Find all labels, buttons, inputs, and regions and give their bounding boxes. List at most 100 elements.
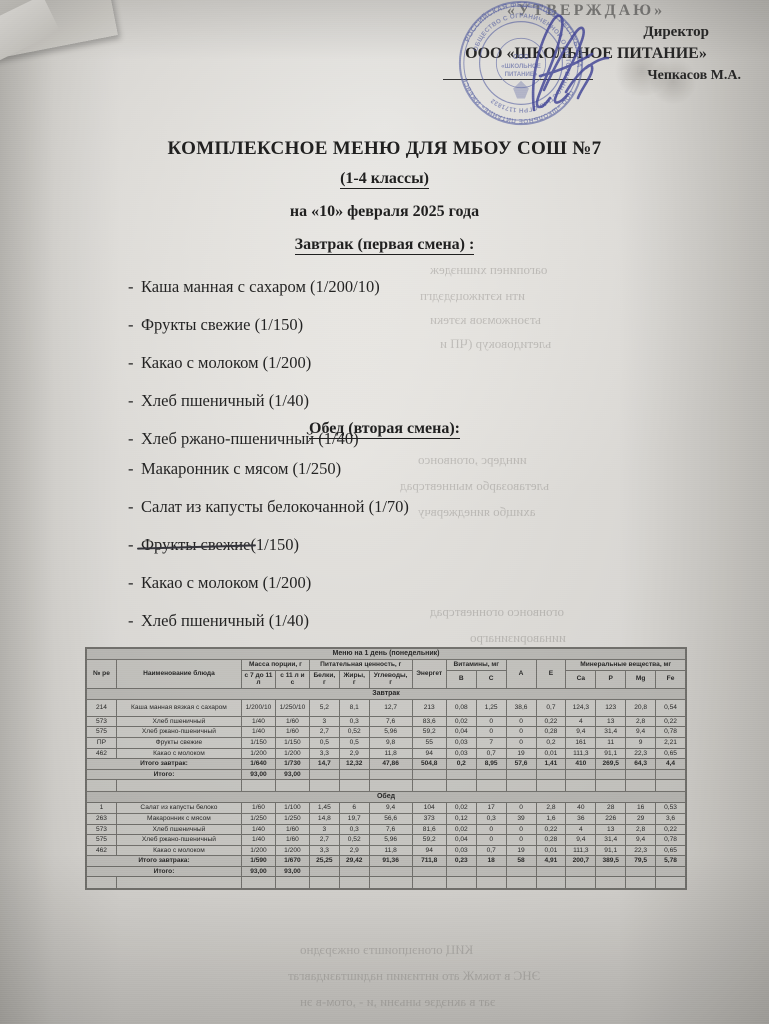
- showthrough-ghost-text: ьлетавозарбо мынневтсрад: [400, 478, 550, 493]
- cell-carbs: 9,8: [368, 737, 413, 749]
- cell-fats: 2,9: [338, 747, 370, 760]
- breakfast-total-row: Итого завтрак: 1/640 1/730 14,7 12,32 47,86 50…: [86, 758, 686, 770]
- th-phosphorus: P: [595, 669, 627, 689]
- cell-empty: [338, 876, 370, 890]
- cell-phosphorus: 269,5: [595, 758, 627, 770]
- cell-recipe-no: 575: [86, 834, 117, 846]
- approval-director-label: Директор: [643, 24, 709, 40]
- cell-dish-name: Хлеб пшеничный: [115, 715, 242, 728]
- cell-mass-7-11: 1/150: [240, 737, 276, 749]
- cell-calcium: 36: [565, 812, 597, 825]
- cell-phosphorus: 226: [595, 812, 627, 825]
- cell-empty: [655, 779, 686, 793]
- cell-magnesium: 20,8: [625, 698, 657, 717]
- th-mass-7-11: с 7 до 11 л: [240, 669, 276, 689]
- cell-empty: [368, 779, 413, 793]
- cell-energy: [411, 865, 447, 878]
- cell-fats: 29,42: [338, 855, 370, 867]
- cell-iron: [655, 865, 686, 878]
- cell-carbs: 91,36: [368, 855, 413, 867]
- th-recipe-no: № ре: [86, 659, 117, 689]
- cell-vitamin-c: 18: [475, 855, 507, 867]
- cell-empty: [411, 876, 447, 890]
- cell-vitamin-b: 0,04: [445, 726, 477, 738]
- cell-fats: [338, 768, 370, 781]
- list-bullet-dash: -: [128, 277, 134, 296]
- menu-item-portion: (1/40): [318, 429, 359, 448]
- lunch-menu-item: - Хлеб пшеничный (1/40): [128, 602, 409, 640]
- cell-vitamin-a: 0: [505, 726, 537, 738]
- breakfast-menu-item: - Какао с молоком (1/200): [128, 344, 380, 382]
- cell-mass-7-11: 1/590: [240, 855, 276, 867]
- cell-iron: 0,22: [655, 823, 686, 836]
- cell-dish-name: Какао с молоком: [115, 844, 242, 857]
- cell-empty: [595, 876, 627, 890]
- th-calcium: Ca: [565, 669, 597, 689]
- cell-vitamin-b: 0,03: [445, 747, 477, 760]
- cell-vitamin-c: 0,3: [475, 812, 507, 825]
- cell-dish-name: Хлеб ржано-пшеничный: [115, 726, 242, 738]
- th-minerals-group: Минеральные вещества, мг: [565, 659, 686, 671]
- menu-item-portion: (1/150): [254, 315, 304, 334]
- cell-vitamin-b: 0,02: [445, 715, 477, 728]
- cell-proteins: 1,45: [308, 802, 340, 814]
- cell-fats: 0,3: [338, 715, 370, 728]
- cell-phosphorus: 123: [595, 698, 627, 717]
- cell-vitamin-e: 0,22: [535, 823, 567, 836]
- cell-vitamin-a: 38,6: [505, 698, 537, 717]
- cell-mass-7-11: 1/200: [240, 747, 276, 760]
- cell-energy: 373: [411, 812, 447, 825]
- th-vitamin-b: B: [445, 669, 477, 689]
- cell-magnesium: 9: [625, 737, 657, 749]
- showthrough-ghost-text: оагопинеп хишнэдеж: [430, 262, 548, 277]
- cell-fats: 8,1: [338, 698, 370, 717]
- menu-item-name: Хлеб ржано-пшеничный: [141, 429, 319, 448]
- cell-fats: 6: [338, 802, 370, 814]
- cell-vitamin-a: 0: [505, 834, 537, 846]
- table-row: 573 Хлеб пшеничный 1/40 1/60 3 0,3 7,6 83,6 0,02…: [86, 715, 686, 728]
- cell-calcium: 111,3: [565, 844, 597, 857]
- cell-vitamin-c: 0: [475, 715, 507, 728]
- cell-vitamin-c: 0,7: [475, 747, 507, 760]
- cell-vitamin-e: [535, 865, 567, 878]
- breakfast-grand-total-row-label: Итого:: [86, 768, 242, 781]
- cell-fats: 0,52: [338, 726, 370, 738]
- menu-item-portion: (1/250): [292, 459, 342, 478]
- cell-fats: 2,9: [338, 844, 370, 857]
- showthrough-ghost-text: ьтэонжомзов кэтеки: [430, 312, 542, 327]
- cell-empty: [445, 876, 477, 890]
- cell-vitamin-a: [505, 865, 537, 878]
- cell-carbs: 7,6: [368, 823, 413, 836]
- cell-energy: 504,8: [411, 758, 447, 770]
- cell-carbs: 11,8: [368, 844, 413, 857]
- cell-dish-name: Макаронник с мясом: [115, 812, 242, 825]
- cell-vitamin-e: 0,28: [535, 834, 567, 846]
- cell-vitamin-c: 7: [475, 737, 507, 749]
- cell-energy: 59,2: [411, 726, 447, 738]
- cell-vitamin-b: 0,03: [445, 844, 477, 857]
- cell-calcium: [565, 865, 597, 878]
- cell-empty: [338, 779, 370, 793]
- cell-phosphorus: 13: [595, 715, 627, 728]
- cell-vitamin-b: 0,03: [445, 737, 477, 749]
- page-title: КОМПЛЕКСНОЕ МЕНЮ ДЛЯ МБОУ СОШ №7: [167, 138, 602, 159]
- menu-item-portion: (1/70): [368, 497, 409, 516]
- breakfast-menu-item: - Хлеб ржано-пшеничный (1/40): [128, 420, 380, 458]
- cell-vitamin-e: 0,28: [535, 726, 567, 738]
- menu-item-portion: (1/40): [268, 391, 310, 410]
- cell-empty: [274, 876, 310, 890]
- section-band-breakfast-label: Завтрак: [86, 687, 686, 700]
- cell-mass-11plus: 1/250/10: [274, 698, 310, 717]
- cell-energy: 59,2: [411, 834, 447, 846]
- section-band-breakfast: Завтрак: [86, 687, 686, 700]
- cell-vitamin-b: 0,08: [445, 698, 477, 717]
- cell-mass-11plus: 1/60: [274, 715, 310, 728]
- cell-vitamin-c: 1,25: [475, 698, 507, 717]
- lunch-menu-item: - Фрукты свежие (1/150): [128, 526, 409, 564]
- nutrition-table: Меню на 1 день (понедельник) № ре Наимен…: [86, 647, 686, 890]
- cell-proteins: 5,2: [308, 698, 340, 717]
- cell-mass-7-11: 1/250: [240, 812, 276, 825]
- showthrough-ghost-text: ахищбо яинеджервчу: [418, 504, 536, 519]
- cell-empty: [565, 779, 597, 793]
- approval-utverzhdayu: «УТВЕРЖДАЮ»: [506, 2, 666, 19]
